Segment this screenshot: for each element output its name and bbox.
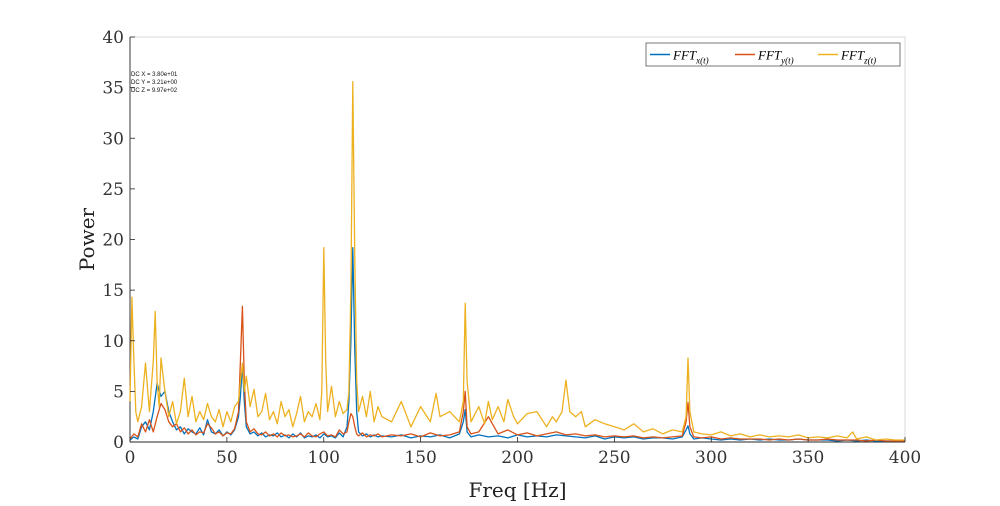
x-tick-label: 0 bbox=[125, 448, 136, 468]
legend-entry-label: FFTz(t) bbox=[840, 48, 876, 66]
plot-area bbox=[129, 36, 906, 443]
series-layer bbox=[129, 80, 905, 442]
dc-y-annotation: DC Y = 3.21e+00 bbox=[131, 80, 178, 86]
x-tick-label: 150 bbox=[404, 448, 436, 468]
dc-x-annotation: DC X = 3.80e+01 bbox=[131, 72, 178, 78]
legend-items: FFTx(t) FFTy(t) FFTz(t) bbox=[650, 48, 876, 66]
x-tick-label: 100 bbox=[308, 448, 340, 468]
y-tick-label: 20 bbox=[102, 231, 124, 251]
y-tick-label: 25 bbox=[102, 180, 124, 200]
y-tick-label: 35 bbox=[102, 79, 124, 99]
series-line-zt bbox=[129, 80, 905, 441]
y-tick-label: 40 bbox=[102, 28, 124, 48]
legend: FFTx(t) FFTy(t) FFTz(t) bbox=[645, 42, 901, 67]
y-tick-label: 30 bbox=[102, 129, 124, 149]
x-tick-label: 400 bbox=[889, 448, 921, 468]
dc-z-annotation: DC Z = 9.97e+02 bbox=[131, 88, 178, 94]
y-axis-title: Power bbox=[75, 207, 99, 271]
y-tick-label: 5 bbox=[113, 382, 124, 402]
legend-box bbox=[645, 42, 901, 67]
plot-frame bbox=[129, 36, 906, 443]
series-line-xt bbox=[129, 246, 905, 442]
series-line-yt bbox=[129, 305, 905, 442]
y-tick-label: 0 bbox=[113, 433, 124, 453]
x-tick-label: 350 bbox=[792, 448, 824, 468]
legend-entry-label: FFTy(t) bbox=[757, 48, 794, 66]
x-tick-label: 200 bbox=[501, 448, 533, 468]
y-tick-label: 10 bbox=[102, 332, 124, 352]
x-tick-label: 50 bbox=[216, 448, 238, 468]
x-tick-label: 300 bbox=[695, 448, 727, 468]
x-axis-title: Freq [Hz] bbox=[468, 478, 566, 502]
x-tick-label: 250 bbox=[598, 448, 630, 468]
y-tick-label: 15 bbox=[102, 281, 124, 301]
tick-layer: 0 50 100 150 200 250 300 350 400 0 5 10 15 20 25 30 35 40 bbox=[102, 28, 921, 468]
legend-entry-label: FFTx(t) bbox=[672, 48, 709, 66]
